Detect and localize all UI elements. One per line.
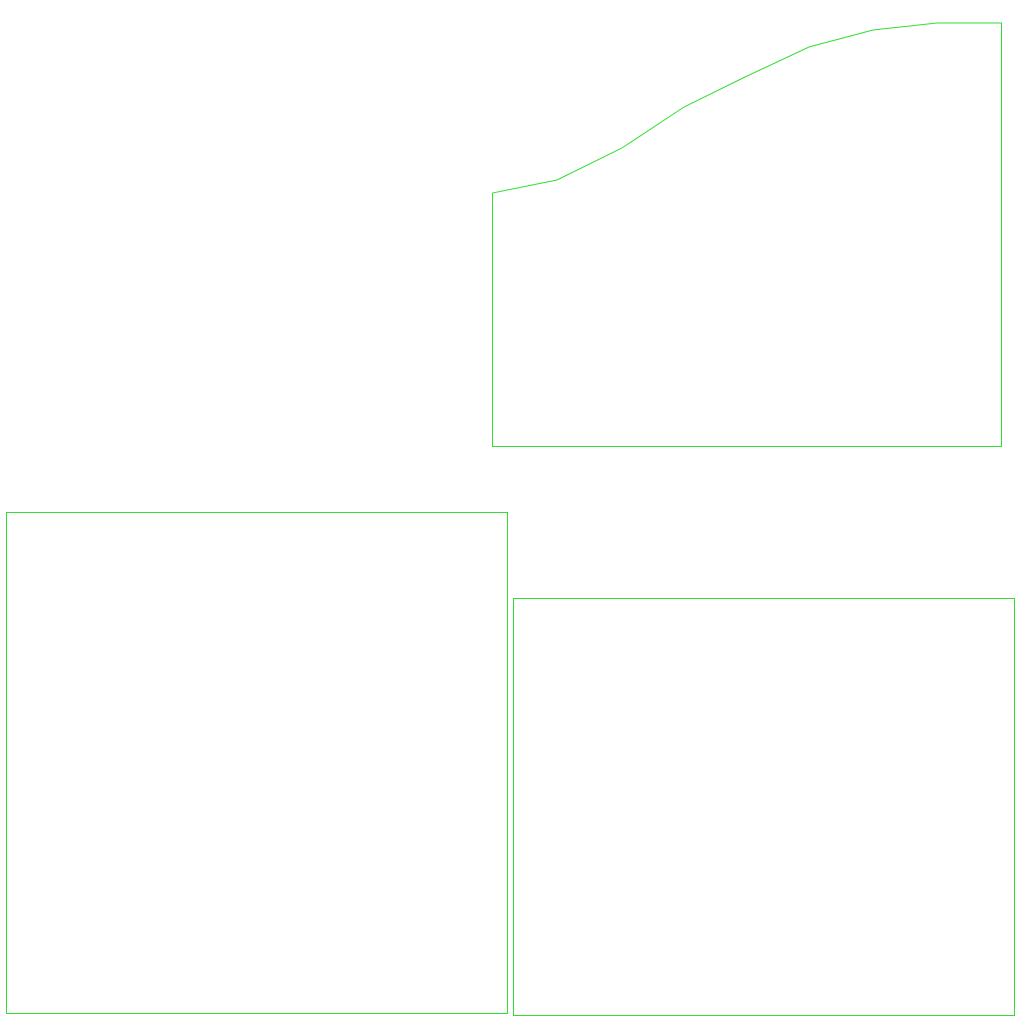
curved-top-panel	[492, 22, 1002, 447]
bottom-left-panel	[6, 512, 508, 1014]
bottom-right-panel	[513, 598, 1015, 1016]
